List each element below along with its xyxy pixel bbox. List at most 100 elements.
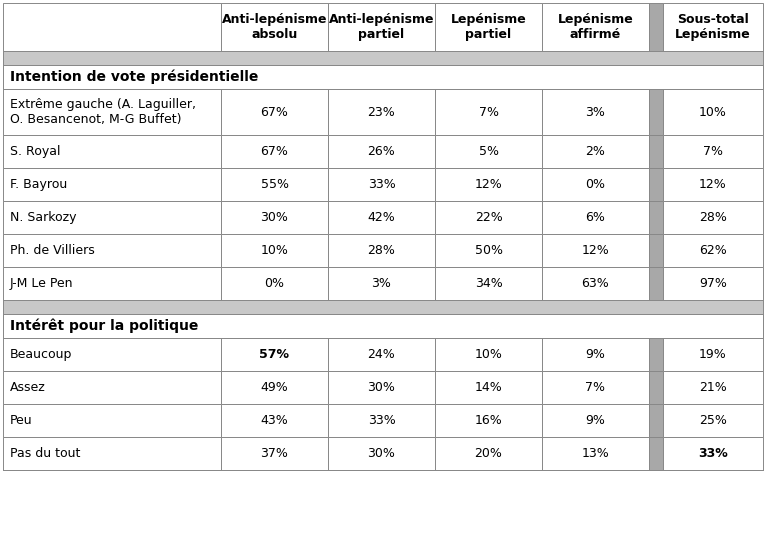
- Bar: [3, 135, 221, 168]
- Text: J-M Le Pen: J-M Le Pen: [10, 277, 74, 290]
- Bar: [649, 267, 663, 300]
- Bar: [435, 437, 542, 470]
- Text: 10%: 10%: [699, 105, 727, 119]
- Text: F. Bayrou: F. Bayrou: [10, 178, 67, 191]
- Text: Lepénisme
partiel: Lepénisme partiel: [450, 13, 526, 41]
- Text: S. Royal: S. Royal: [10, 145, 61, 158]
- Text: 34%: 34%: [475, 277, 502, 290]
- Text: 67%: 67%: [260, 105, 289, 119]
- Text: 24%: 24%: [368, 348, 395, 361]
- Bar: [649, 168, 663, 201]
- Bar: [221, 267, 328, 300]
- Bar: [542, 371, 649, 404]
- Text: Lepénisme
affirmé: Lepénisme affirmé: [558, 13, 633, 41]
- Text: Extrême gauche (A. Laguiller,
O. Besancenot, M-G Buffet): Extrême gauche (A. Laguiller, O. Besance…: [10, 98, 196, 126]
- Text: 22%: 22%: [475, 211, 502, 224]
- Bar: [3, 300, 763, 314]
- Bar: [542, 267, 649, 300]
- Text: 7%: 7%: [703, 145, 723, 158]
- Bar: [3, 267, 221, 300]
- Text: 19%: 19%: [699, 348, 727, 361]
- Bar: [3, 338, 221, 371]
- Bar: [3, 314, 763, 338]
- Bar: [542, 89, 649, 135]
- Bar: [542, 404, 649, 437]
- Text: 9%: 9%: [585, 414, 605, 427]
- Text: 13%: 13%: [581, 447, 610, 460]
- Text: Intérêt pour la politique: Intérêt pour la politique: [10, 319, 198, 333]
- Bar: [663, 371, 763, 404]
- Bar: [435, 338, 542, 371]
- Text: 23%: 23%: [368, 105, 395, 119]
- Bar: [3, 3, 221, 51]
- Text: 43%: 43%: [260, 414, 288, 427]
- Text: 67%: 67%: [260, 145, 289, 158]
- Bar: [435, 267, 542, 300]
- Bar: [663, 201, 763, 234]
- Bar: [649, 135, 663, 168]
- Bar: [649, 3, 663, 51]
- Bar: [328, 267, 435, 300]
- Bar: [328, 234, 435, 267]
- Bar: [435, 234, 542, 267]
- Text: 57%: 57%: [260, 348, 290, 361]
- Text: 33%: 33%: [698, 447, 728, 460]
- Text: 49%: 49%: [260, 381, 288, 394]
- Bar: [663, 89, 763, 135]
- Bar: [3, 404, 221, 437]
- Bar: [3, 65, 763, 89]
- Text: 10%: 10%: [475, 348, 502, 361]
- Bar: [649, 338, 663, 371]
- Text: 30%: 30%: [260, 211, 289, 224]
- Bar: [221, 135, 328, 168]
- Bar: [221, 234, 328, 267]
- Bar: [435, 404, 542, 437]
- Text: Anti-lepénisme
partiel: Anti-lepénisme partiel: [329, 13, 434, 41]
- Bar: [328, 168, 435, 201]
- Bar: [328, 404, 435, 437]
- Text: 20%: 20%: [475, 447, 502, 460]
- Text: Beaucoup: Beaucoup: [10, 348, 72, 361]
- Text: 26%: 26%: [368, 145, 395, 158]
- Text: 50%: 50%: [474, 244, 502, 257]
- Text: 30%: 30%: [368, 381, 395, 394]
- Bar: [663, 437, 763, 470]
- Bar: [221, 201, 328, 234]
- Text: 12%: 12%: [699, 178, 727, 191]
- Bar: [649, 201, 663, 234]
- Text: 63%: 63%: [581, 277, 610, 290]
- Bar: [328, 3, 435, 51]
- Bar: [663, 135, 763, 168]
- Text: 28%: 28%: [699, 211, 727, 224]
- Bar: [542, 234, 649, 267]
- Text: 33%: 33%: [368, 414, 395, 427]
- Bar: [663, 338, 763, 371]
- Text: Ph. de Villiers: Ph. de Villiers: [10, 244, 95, 257]
- Text: 7%: 7%: [479, 105, 499, 119]
- Bar: [221, 3, 328, 51]
- Text: 62%: 62%: [699, 244, 727, 257]
- Text: 42%: 42%: [368, 211, 395, 224]
- Bar: [3, 89, 221, 135]
- Text: Peu: Peu: [10, 414, 33, 427]
- Bar: [663, 234, 763, 267]
- Bar: [328, 89, 435, 135]
- Text: 0%: 0%: [585, 178, 605, 191]
- Bar: [542, 201, 649, 234]
- Bar: [3, 51, 763, 65]
- Bar: [328, 338, 435, 371]
- Text: 12%: 12%: [581, 244, 610, 257]
- Bar: [3, 168, 221, 201]
- Text: 21%: 21%: [699, 381, 727, 394]
- Bar: [435, 201, 542, 234]
- Text: 3%: 3%: [372, 277, 391, 290]
- Text: 3%: 3%: [585, 105, 605, 119]
- Bar: [3, 201, 221, 234]
- Text: 14%: 14%: [475, 381, 502, 394]
- Text: N. Sarkozy: N. Sarkozy: [10, 211, 77, 224]
- Text: 12%: 12%: [475, 178, 502, 191]
- Bar: [3, 371, 221, 404]
- Bar: [542, 135, 649, 168]
- Bar: [435, 168, 542, 201]
- Text: 97%: 97%: [699, 277, 727, 290]
